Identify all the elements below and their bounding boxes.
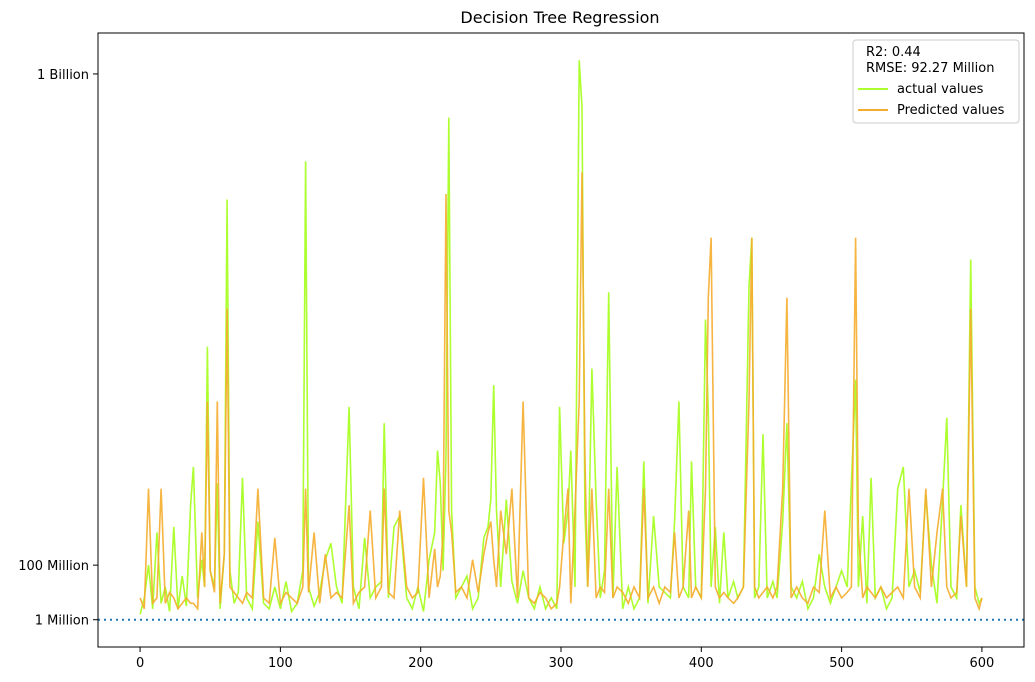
- x-tick-label: 200: [408, 656, 433, 671]
- legend-box: [852, 39, 1020, 124]
- x-tick-label: 0: [136, 656, 144, 671]
- y-tick-label: 1 Million: [35, 614, 89, 629]
- legend-label-predicted: Predicted values: [897, 103, 1005, 118]
- x-tick-label: 300: [549, 656, 574, 671]
- x-tick-label: 500: [829, 656, 854, 671]
- chart-title: Decision Tree Regression: [460, 8, 659, 27]
- legend-metric-rmse: RMSE: 92.27 Million: [866, 61, 994, 76]
- x-tick-label: 600: [969, 656, 994, 671]
- legend-metric-r2: R2: 0.44: [866, 45, 921, 60]
- legend-label-actual: actual values: [897, 82, 984, 97]
- y-tick-label: 1 Billion: [37, 68, 89, 83]
- series-line-predicted: [139, 172, 983, 612]
- y-tick-label: 100 Million: [18, 559, 89, 574]
- plot-area: [98, 60, 1024, 621]
- x-tick-label: 400: [689, 656, 714, 671]
- legend: R2: 0.44 RMSE: 92.27 Million actual valu…: [852, 39, 1020, 124]
- series-line-actual: [139, 60, 983, 615]
- x-tick-label: 100: [268, 656, 293, 671]
- axes: 0 100 200 300 400 500 600 1 Million 100 Million 1…: [18, 68, 994, 671]
